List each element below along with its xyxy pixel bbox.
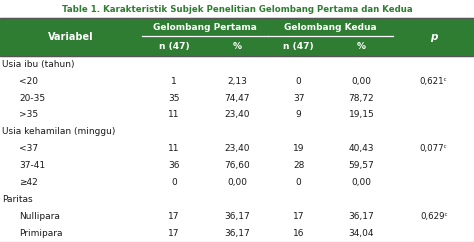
Text: %: % (357, 42, 366, 51)
Text: 20-35: 20-35 (19, 93, 45, 103)
Text: 76,60: 76,60 (224, 161, 250, 170)
Text: Primipara: Primipara (19, 229, 63, 238)
Text: <37: <37 (19, 144, 38, 153)
Text: 28: 28 (293, 161, 304, 170)
Bar (0, 90, 474, 106)
Text: ≥42: ≥42 (19, 178, 38, 187)
Bar (0, 208, 474, 225)
Text: Variabel: Variabel (48, 32, 94, 42)
Bar (0, 106, 474, 123)
Text: 0,00: 0,00 (351, 76, 372, 86)
Text: n (47): n (47) (159, 42, 190, 51)
Text: 0,00: 0,00 (227, 178, 247, 187)
Bar (0, 18, 474, 56)
Bar (0, 140, 474, 157)
Bar (0, 225, 474, 242)
Bar (0, 157, 474, 174)
Text: 0: 0 (296, 76, 301, 86)
Text: Gelombang Kedua: Gelombang Kedua (284, 23, 377, 32)
Text: 11: 11 (168, 144, 180, 153)
Text: >35: >35 (19, 110, 38, 120)
Text: Paritas: Paritas (2, 195, 33, 204)
Text: n (47): n (47) (283, 42, 314, 51)
Text: 0: 0 (296, 178, 301, 187)
Text: 40,43: 40,43 (349, 144, 374, 153)
Bar (0, 73, 474, 90)
Text: 59,57: 59,57 (348, 161, 374, 170)
Text: 36,17: 36,17 (224, 229, 250, 238)
Bar (0, 123, 474, 140)
Text: %: % (233, 42, 241, 51)
Text: 36: 36 (168, 161, 180, 170)
Text: 23,40: 23,40 (224, 110, 250, 120)
Text: 36,17: 36,17 (348, 212, 374, 221)
Text: Gelombang Pertama: Gelombang Pertama (153, 23, 257, 32)
Text: 17: 17 (168, 212, 180, 221)
Text: 74,47: 74,47 (224, 93, 250, 103)
Text: 36,17: 36,17 (224, 212, 250, 221)
Text: 17: 17 (168, 229, 180, 238)
Text: 19,15: 19,15 (348, 110, 374, 120)
Text: 0,629ᶜ: 0,629ᶜ (420, 212, 447, 221)
Bar (0, 191, 474, 208)
Text: 9: 9 (296, 110, 301, 120)
Text: 1: 1 (171, 76, 177, 86)
Text: 23,40: 23,40 (224, 144, 250, 153)
Text: 16: 16 (293, 229, 304, 238)
Bar (0, 174, 474, 191)
Text: 0,077ᶜ: 0,077ᶜ (420, 144, 447, 153)
Text: Table 1. Karakteristik Subjek Penelitian Gelombang Pertama dan Kedua: Table 1. Karakteristik Subjek Penelitian… (62, 5, 412, 14)
Bar (0, 56, 474, 73)
Text: Usia kehamilan (minggu): Usia kehamilan (minggu) (2, 127, 116, 136)
Text: 0,621ᶜ: 0,621ᶜ (420, 76, 447, 86)
Text: Usia ibu (tahun): Usia ibu (tahun) (2, 60, 75, 69)
Text: 34,04: 34,04 (349, 229, 374, 238)
Text: 19: 19 (293, 144, 304, 153)
Text: 78,72: 78,72 (348, 93, 374, 103)
Text: 35: 35 (168, 93, 180, 103)
Text: 37-41: 37-41 (19, 161, 45, 170)
Text: 0,00: 0,00 (351, 178, 372, 187)
Text: <20: <20 (19, 76, 38, 86)
Text: 37: 37 (293, 93, 304, 103)
Text: Nullipara: Nullipara (19, 212, 60, 221)
Text: 17: 17 (293, 212, 304, 221)
Text: 2,13: 2,13 (227, 76, 247, 86)
Text: 0: 0 (171, 178, 177, 187)
Text: 11: 11 (168, 110, 180, 120)
Text: p: p (430, 32, 438, 42)
